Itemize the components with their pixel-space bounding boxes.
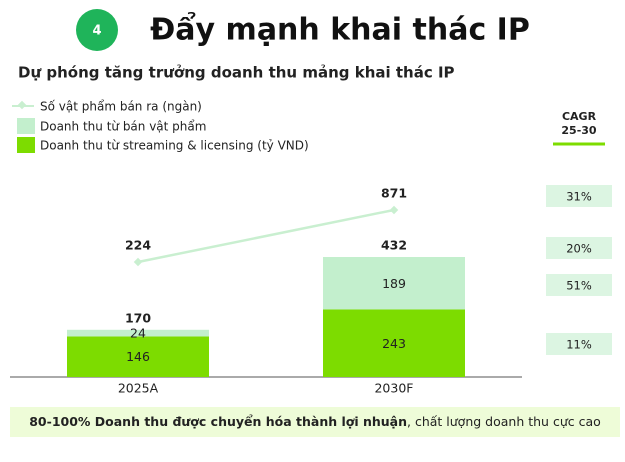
- slide-title: Đẩy mạnh khai thác IP: [150, 12, 530, 48]
- badge: [76, 9, 118, 51]
- line-point: [389, 205, 399, 215]
- cagr-box: [546, 185, 612, 207]
- badge-number: 4: [92, 24, 101, 39]
- cagr-box: [546, 237, 612, 259]
- cagr-box: [546, 274, 612, 296]
- line-label: 224: [125, 237, 151, 252]
- bar-segment: [67, 329, 209, 337]
- bar-segment: [67, 336, 209, 377]
- x-tick-label: 2030F: [374, 381, 413, 396]
- chart-title: Dự phóng tăng trưởng doanh thu mảng khai…: [18, 64, 455, 82]
- cagr-value: 31%: [566, 190, 592, 204]
- line-point: [133, 257, 143, 267]
- legend-swatch: [17, 118, 35, 134]
- footer-rest: , chất lượng doanh thu cực cao: [407, 414, 601, 429]
- cagr-value: 20%: [566, 242, 592, 256]
- cagr-title: CAGR: [562, 110, 597, 123]
- data-label: 146: [126, 349, 150, 364]
- legend-label: Doanh thu từ streaming & licensing (tỷ V…: [40, 139, 309, 153]
- bar-segment: [323, 309, 465, 377]
- cagr-box: [546, 333, 612, 355]
- total-label: 170: [125, 310, 151, 325]
- cagr-value: 11%: [566, 338, 592, 352]
- data-label: 243: [382, 336, 406, 351]
- legend-marker: [17, 100, 27, 110]
- footer-text: 80-100% Doanh thu được chuyển hóa thành …: [29, 414, 601, 429]
- cagr-value: 51%: [566, 279, 592, 293]
- legend-label: Số vật phẩm bán ra (ngàn): [40, 100, 202, 114]
- legend-label: Doanh thu từ bán vật phẩm: [40, 120, 206, 134]
- x-tick-label: 2025A: [118, 381, 159, 396]
- data-label: 189: [382, 276, 406, 291]
- cagr-subtitle: 25-30: [561, 124, 597, 137]
- footer-bold: 80-100% Doanh thu được chuyển hóa thành …: [29, 414, 407, 429]
- footer-box: [10, 407, 620, 437]
- line-series: [137, 208, 395, 264]
- bar-segment: [323, 257, 465, 310]
- line-label: 871: [381, 185, 407, 200]
- total-label: 432: [381, 238, 407, 253]
- legend-swatch: [17, 137, 35, 153]
- data-label: 24: [130, 326, 146, 341]
